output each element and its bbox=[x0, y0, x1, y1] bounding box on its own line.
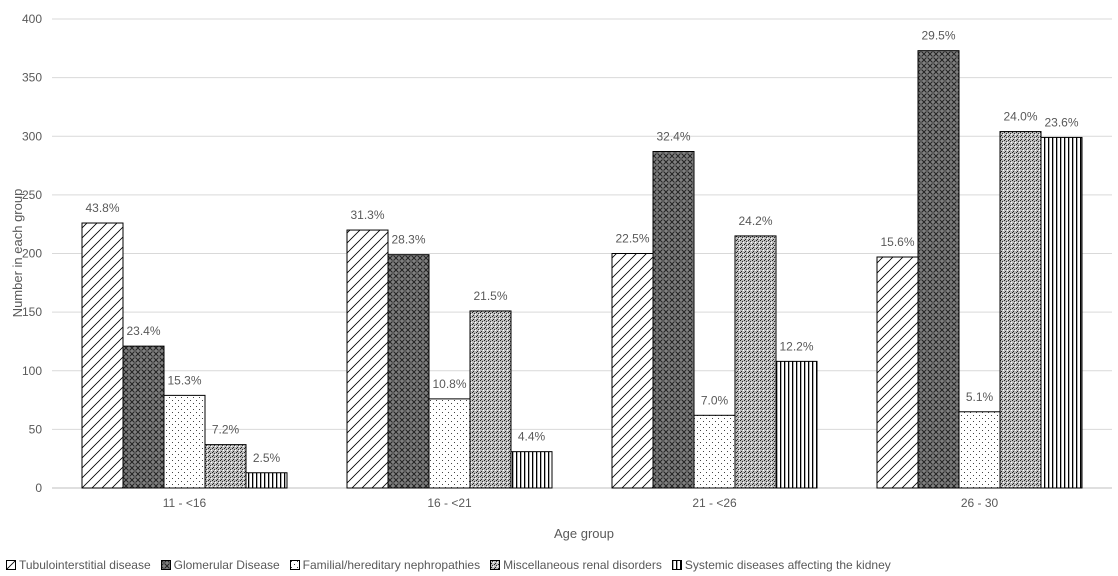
bar bbox=[81, 222, 124, 489]
y-tick-label: 250 bbox=[22, 188, 42, 202]
data-label: 21.5% bbox=[473, 289, 507, 303]
data-label: 29.5% bbox=[921, 29, 955, 43]
bar bbox=[245, 472, 288, 489]
data-label: 4.4% bbox=[518, 430, 546, 444]
bar bbox=[510, 451, 553, 489]
bar bbox=[611, 253, 654, 489]
legend-item: Tubulointerstitial disease bbox=[6, 558, 151, 572]
bar bbox=[775, 360, 818, 489]
x-tick-label: 26 - 30 bbox=[961, 496, 999, 510]
bar bbox=[163, 394, 206, 489]
bars bbox=[81, 50, 1083, 489]
bar bbox=[204, 444, 247, 489]
y-tick-label: 0 bbox=[35, 481, 42, 495]
legend-swatch bbox=[671, 560, 682, 570]
data-label: 5.1% bbox=[966, 390, 994, 404]
bar bbox=[999, 131, 1042, 489]
bar bbox=[346, 229, 389, 489]
bar-chart: 0 50 100 150 200 250 300 350 400 11 - <16 16 - <2… bbox=[10, 12, 1112, 541]
legend-label: Miscellaneous renal disorders bbox=[503, 558, 662, 572]
y-axis-ticks: 0 50 100 150 200 250 300 350 400 bbox=[22, 12, 42, 495]
legend-label: Systemic diseases affecting the kidney bbox=[684, 558, 891, 572]
x-tick-label: 16 - <21 bbox=[427, 496, 472, 510]
gridlines bbox=[52, 18, 1112, 489]
bar bbox=[469, 310, 512, 489]
y-tick-label: 200 bbox=[22, 247, 42, 261]
y-tick-label: 100 bbox=[22, 364, 42, 378]
data-label: 31.3% bbox=[350, 208, 384, 222]
data-label: 24.2% bbox=[738, 214, 772, 228]
data-label: 7.2% bbox=[212, 423, 240, 437]
data-label: 7.0% bbox=[701, 393, 729, 407]
data-label: 28.3% bbox=[391, 233, 425, 247]
legend-swatch bbox=[6, 560, 16, 570]
bar bbox=[693, 414, 736, 489]
bar bbox=[387, 254, 430, 489]
data-label: 10.8% bbox=[432, 377, 466, 391]
y-tick-label: 50 bbox=[29, 422, 43, 436]
legend-item: Glomerular Disease bbox=[160, 558, 280, 572]
bar bbox=[652, 150, 695, 489]
data-label: 23.6% bbox=[1044, 115, 1078, 129]
legend-item: Systemic diseases affecting the kidney bbox=[671, 558, 891, 572]
bar bbox=[958, 411, 1001, 489]
data-label: 12.2% bbox=[779, 339, 813, 353]
x-tick-label: 21 - <26 bbox=[692, 496, 737, 510]
data-label: 32.4% bbox=[656, 129, 690, 143]
data-label: 24.0% bbox=[1003, 110, 1037, 124]
y-tick-label: 300 bbox=[22, 129, 42, 143]
bar bbox=[122, 345, 165, 489]
legend-label: Familial/hereditary nephropathies bbox=[302, 558, 481, 572]
y-tick-label: 150 bbox=[22, 305, 42, 319]
legend-item: Familial/hereditary nephropathies bbox=[289, 558, 481, 572]
x-tick-label: 11 - <16 bbox=[163, 496, 207, 510]
legend-label: Glomerular Disease bbox=[173, 558, 280, 572]
bar bbox=[917, 50, 960, 489]
bar bbox=[876, 256, 919, 489]
legend-swatch bbox=[289, 560, 300, 570]
legend: Tubulointerstitial disease Glomerular Dis… bbox=[6, 557, 891, 573]
legend-swatch bbox=[490, 560, 501, 570]
y-tick-label: 400 bbox=[22, 12, 42, 26]
data-label: 23.4% bbox=[126, 324, 160, 338]
data-labels: 43.8% 23.4% 15.3% 7.2% 2.5% 31.3% 28.3% 10.8% 21… bbox=[85, 29, 1078, 465]
legend-item: Miscellaneous renal disorders bbox=[490, 558, 662, 572]
data-label: 22.5% bbox=[615, 232, 649, 246]
y-axis-title: Number in each group bbox=[10, 189, 25, 318]
data-label: 15.3% bbox=[167, 373, 201, 387]
data-label: 15.6% bbox=[880, 235, 914, 249]
data-label: 2.5% bbox=[253, 451, 281, 465]
y-tick-label: 350 bbox=[22, 71, 42, 85]
legend-swatch bbox=[160, 560, 171, 570]
legend-label: Tubulointerstitial disease bbox=[19, 558, 151, 572]
x-axis-title: Age group bbox=[554, 526, 614, 541]
bar bbox=[734, 235, 777, 489]
x-axis-ticks: 11 - <16 16 - <21 21 - <26 26 - 30 bbox=[163, 496, 999, 510]
data-label: 43.8% bbox=[85, 201, 119, 215]
bar bbox=[1040, 136, 1083, 489]
bar bbox=[428, 398, 471, 489]
